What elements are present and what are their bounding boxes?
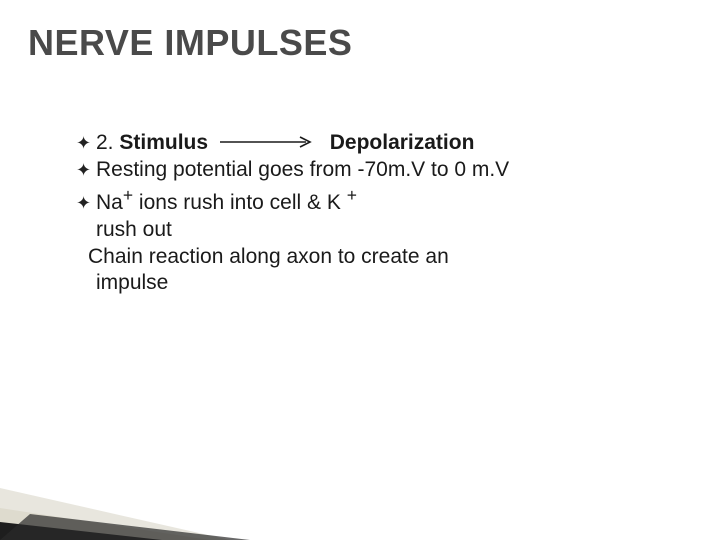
bullet-marker: ✦	[76, 192, 96, 215]
slide-title: NERVE IMPULSES	[28, 22, 352, 64]
bullet-3-cont1: rush out	[76, 217, 680, 244]
arrow-icon	[220, 130, 316, 157]
bullet-3: ✦ Na+ ions rush into cell & K +	[76, 184, 680, 217]
slide-content: ✦ 2. Stimulus Depolarization ✦ Resting p…	[76, 130, 680, 297]
bullet-2: ✦ Resting potential goes from -70m.V to …	[76, 157, 680, 184]
bullet-3-cont2: Chain reaction along axon to create an	[76, 244, 680, 271]
sup-plus: +	[123, 185, 133, 205]
b1-stim: Stimulus	[119, 131, 208, 154]
bullet-marker: ✦	[76, 132, 96, 155]
bullet-3-text: Na+ ions rush into cell & K +	[96, 184, 357, 217]
bullet-marker: ✦	[76, 159, 96, 182]
b1-right: Depolarization	[330, 131, 475, 154]
bullet-3-cont3: impulse	[76, 270, 680, 297]
bullet-2-text: Resting potential goes from -70m.V to 0 …	[96, 157, 509, 184]
b3-na: Na	[96, 191, 123, 214]
sup-plus: +	[347, 185, 357, 205]
b1-left: 2.	[96, 131, 119, 154]
bullet-1-text: 2. Stimulus Depolarization	[96, 130, 474, 157]
b3-mid: ions rush into cell & K	[133, 191, 347, 214]
bullet-1: ✦ 2. Stimulus Depolarization	[76, 130, 680, 157]
corner-decoration	[0, 450, 260, 540]
